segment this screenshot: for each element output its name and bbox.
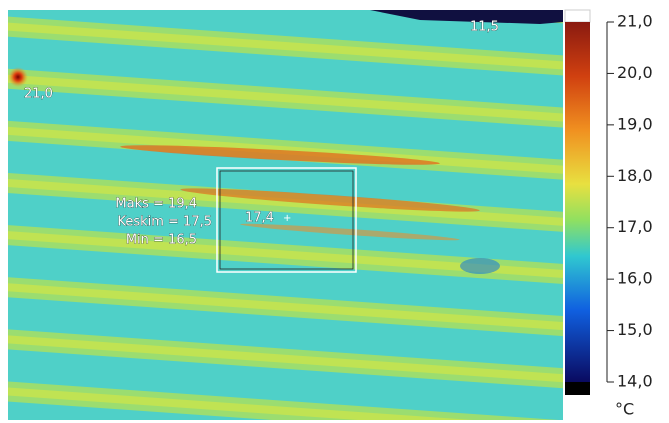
colorbar: [565, 22, 590, 382]
tick-label: 15,0: [617, 320, 653, 339]
stat-label: Keskim = 17,5: [117, 215, 212, 230]
tick-label: 21,0: [617, 12, 653, 31]
measure-box-inner: [219, 170, 354, 270]
colorbar-bottom: [565, 382, 590, 395]
stat-label: Min = 16,5: [126, 233, 197, 248]
stat-label: Maks = 19,4: [115, 197, 197, 212]
measure-box: [216, 167, 357, 273]
spot-label: 21,0: [24, 87, 53, 102]
tick-label: 16,0: [617, 269, 653, 288]
thermal-image: [8, 10, 563, 420]
tick-label: 20,0: [617, 63, 653, 82]
tick-label: 18,0: [617, 166, 653, 185]
spot-label: 11,5: [470, 20, 499, 35]
unit-label: °C: [615, 400, 634, 419]
tick-label: 17,0: [617, 217, 653, 236]
tick-label: 19,0: [617, 114, 653, 133]
colorbar-top: [564, 9, 591, 23]
tick-label: 14,0: [617, 372, 653, 391]
spot-label: 17,4: [245, 211, 274, 226]
crosshair: +: [283, 213, 291, 224]
